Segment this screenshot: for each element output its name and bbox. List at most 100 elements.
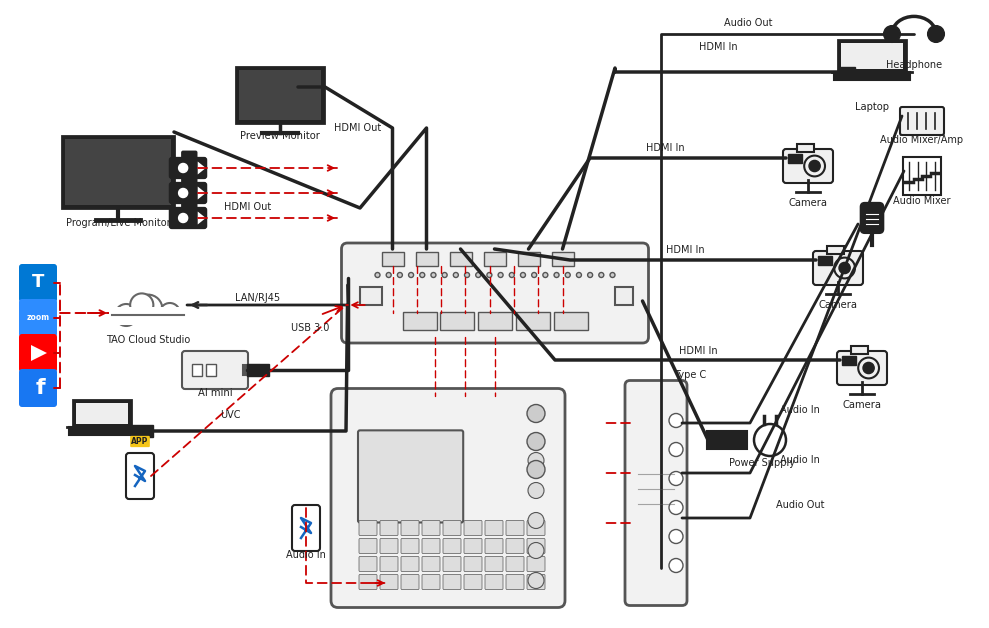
- Circle shape: [498, 273, 503, 278]
- FancyBboxPatch shape: [443, 521, 461, 536]
- FancyBboxPatch shape: [464, 538, 482, 553]
- FancyBboxPatch shape: [813, 251, 863, 285]
- Circle shape: [431, 273, 436, 278]
- Text: Audio Out: Audio Out: [724, 18, 772, 28]
- FancyBboxPatch shape: [422, 521, 440, 536]
- Text: Laptop: Laptop: [855, 102, 889, 112]
- FancyBboxPatch shape: [359, 521, 377, 536]
- Circle shape: [554, 273, 559, 278]
- FancyBboxPatch shape: [69, 427, 135, 435]
- Circle shape: [419, 273, 424, 278]
- FancyBboxPatch shape: [517, 252, 540, 266]
- Circle shape: [131, 293, 153, 317]
- Text: USB 3.0: USB 3.0: [291, 323, 329, 333]
- FancyBboxPatch shape: [478, 312, 512, 330]
- FancyBboxPatch shape: [206, 364, 216, 376]
- FancyBboxPatch shape: [860, 203, 883, 233]
- FancyBboxPatch shape: [527, 538, 545, 553]
- Circle shape: [809, 160, 820, 171]
- FancyBboxPatch shape: [359, 556, 377, 571]
- Circle shape: [179, 188, 188, 198]
- Circle shape: [883, 26, 900, 42]
- FancyBboxPatch shape: [62, 136, 174, 208]
- FancyBboxPatch shape: [182, 202, 197, 211]
- Circle shape: [453, 273, 458, 278]
- Text: HDMI Out: HDMI Out: [334, 123, 382, 133]
- FancyBboxPatch shape: [76, 403, 128, 424]
- FancyBboxPatch shape: [485, 575, 503, 590]
- Text: HDMI Out: HDMI Out: [225, 202, 272, 212]
- Circle shape: [487, 273, 492, 278]
- Text: Camera: Camera: [843, 400, 881, 410]
- FancyBboxPatch shape: [552, 252, 574, 266]
- FancyBboxPatch shape: [341, 243, 649, 343]
- Polygon shape: [198, 187, 206, 200]
- Text: Audio In: Audio In: [780, 455, 820, 465]
- FancyBboxPatch shape: [506, 521, 524, 536]
- FancyBboxPatch shape: [506, 575, 524, 590]
- FancyBboxPatch shape: [403, 312, 436, 330]
- Circle shape: [577, 273, 582, 278]
- FancyBboxPatch shape: [484, 252, 505, 266]
- Text: Camera: Camera: [819, 300, 857, 310]
- FancyBboxPatch shape: [331, 389, 565, 607]
- FancyBboxPatch shape: [851, 346, 867, 354]
- Text: Power Supply: Power Supply: [729, 458, 795, 468]
- FancyBboxPatch shape: [818, 256, 832, 264]
- Text: HDMI In: HDMI In: [678, 346, 717, 356]
- Circle shape: [543, 273, 548, 278]
- Circle shape: [465, 273, 470, 278]
- FancyBboxPatch shape: [170, 158, 206, 178]
- FancyBboxPatch shape: [131, 425, 153, 437]
- FancyBboxPatch shape: [19, 299, 57, 337]
- Polygon shape: [198, 161, 206, 175]
- Circle shape: [858, 357, 879, 379]
- Circle shape: [527, 404, 545, 423]
- FancyBboxPatch shape: [380, 521, 398, 536]
- FancyBboxPatch shape: [422, 538, 440, 553]
- FancyBboxPatch shape: [359, 287, 382, 305]
- FancyBboxPatch shape: [19, 334, 57, 372]
- Circle shape: [527, 460, 545, 479]
- Circle shape: [839, 263, 851, 274]
- Circle shape: [520, 273, 525, 278]
- FancyBboxPatch shape: [464, 521, 482, 536]
- FancyBboxPatch shape: [109, 307, 187, 325]
- FancyBboxPatch shape: [239, 70, 321, 120]
- FancyBboxPatch shape: [19, 369, 57, 407]
- Circle shape: [669, 443, 683, 457]
- Text: Preview Monitor: Preview Monitor: [240, 131, 319, 141]
- Text: HDMI In: HDMI In: [646, 143, 684, 153]
- Text: Headphone: Headphone: [886, 60, 943, 70]
- Text: APP: APP: [132, 437, 148, 446]
- Circle shape: [386, 273, 392, 278]
- Circle shape: [375, 273, 380, 278]
- FancyBboxPatch shape: [380, 556, 398, 571]
- Text: f: f: [36, 378, 45, 398]
- Circle shape: [527, 433, 545, 450]
- Text: TAO Cloud Studio: TAO Cloud Studio: [106, 335, 190, 345]
- Circle shape: [115, 304, 137, 326]
- FancyBboxPatch shape: [247, 364, 269, 376]
- FancyBboxPatch shape: [903, 157, 941, 195]
- FancyBboxPatch shape: [192, 364, 202, 376]
- FancyBboxPatch shape: [359, 538, 377, 553]
- FancyBboxPatch shape: [797, 144, 814, 152]
- FancyBboxPatch shape: [401, 538, 419, 553]
- Text: Audio Mixer/Amp: Audio Mixer/Amp: [880, 135, 963, 145]
- Circle shape: [134, 295, 162, 323]
- FancyBboxPatch shape: [485, 521, 503, 536]
- Circle shape: [528, 453, 544, 468]
- Circle shape: [476, 273, 481, 278]
- FancyBboxPatch shape: [401, 521, 419, 536]
- Circle shape: [804, 156, 825, 176]
- FancyBboxPatch shape: [527, 521, 545, 536]
- Circle shape: [566, 273, 571, 278]
- FancyBboxPatch shape: [443, 556, 461, 571]
- FancyBboxPatch shape: [243, 365, 259, 375]
- Circle shape: [528, 482, 544, 499]
- FancyBboxPatch shape: [841, 43, 903, 69]
- Circle shape: [669, 529, 683, 543]
- FancyBboxPatch shape: [358, 430, 463, 522]
- FancyBboxPatch shape: [19, 264, 57, 302]
